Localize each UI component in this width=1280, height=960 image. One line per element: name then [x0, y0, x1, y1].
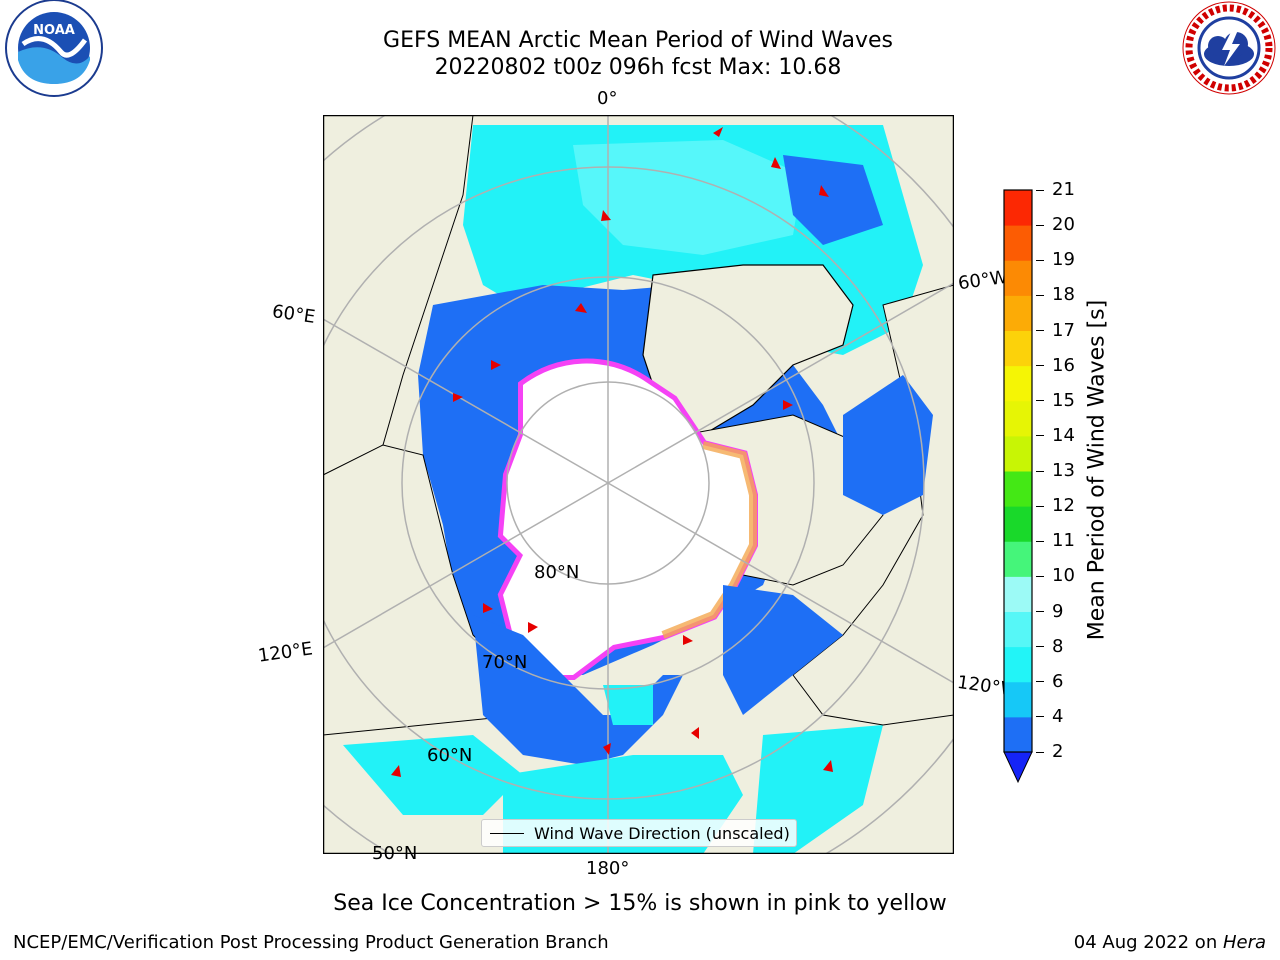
footer-host: Hera: [1222, 932, 1266, 953]
colorbar-tick-mark: [1036, 189, 1044, 191]
lon-label-120e: 120°E: [256, 638, 314, 667]
svg-text:NOAA: NOAA: [33, 23, 75, 38]
colorbar-tick-label: 19: [1052, 249, 1075, 271]
colorbar-tick-label: 2: [1052, 741, 1064, 762]
colorbar-tick-label: 12: [1052, 495, 1075, 517]
colorbar-tick-mark: [1036, 259, 1044, 261]
chart-title: GEFS MEAN Arctic Mean Period of Wind Wav…: [383, 28, 893, 53]
bering-sea-left: [343, 735, 523, 815]
colorbar-bin: [1004, 681, 1032, 718]
colorbar-bin: [1004, 646, 1032, 683]
legend-line-sample: [490, 832, 524, 834]
atlantic-light-area: [573, 140, 803, 255]
colorbar-tick-label: 21: [1052, 179, 1075, 200]
colorbar-bin: [1004, 295, 1032, 331]
colorbar-under-triangle: [1003, 751, 1033, 784]
colorbar-tick-mark: [1036, 646, 1044, 648]
colorbar-tick-mark: [1036, 505, 1044, 507]
nws-logo: [1178, 0, 1280, 100]
colorbar-tick-mark: [1036, 751, 1044, 753]
colorbar-label: Mean Period of Wind Waves [s]: [1084, 299, 1110, 641]
colorbar-tick-mark: [1036, 540, 1044, 542]
map-panel: [177, 52, 1039, 914]
colorbar-bin: [1004, 576, 1032, 612]
colorbar-tick-mark: [1036, 224, 1044, 226]
sea-ice-note: Sea Ice Concentration > 15% is shown in …: [333, 891, 947, 916]
colorbar-tick-mark: [1036, 611, 1044, 612]
lat-label-80: 80°N: [534, 562, 580, 583]
colorbar-bin: [1004, 365, 1032, 402]
colorbar-tick-label: 9: [1052, 600, 1064, 622]
colorbar-bin: [1004, 400, 1032, 437]
noaa-logo: NOAA: [3, 0, 105, 100]
colorbar-bin: [1004, 225, 1032, 261]
colorbar-tick-label: 18: [1052, 284, 1075, 306]
footer-branch: NCEP/EMC/Verification Post Processing Pr…: [13, 932, 609, 953]
colorbar-bin: [1004, 506, 1032, 542]
sea-ice-interior: [503, 363, 753, 675]
colorbar-tick-mark: [1036, 330, 1044, 331]
colorbar-tick-mark: [1036, 470, 1044, 472]
colorbar: [1000, 186, 1040, 786]
colorbar-tick-mark: [1036, 400, 1044, 402]
atlantic-deep-area: [783, 155, 883, 245]
beaufort-sea: [723, 585, 843, 715]
colorbar-bin: [1004, 260, 1032, 296]
colorbar-tick-label: 11: [1052, 530, 1075, 552]
baffin-bay: [843, 375, 933, 515]
lat-label-60: 60°N: [427, 745, 473, 766]
colorbar-tick-mark: [1036, 575, 1044, 577]
colorbar-tick-label: 13: [1052, 460, 1075, 481]
bering-strait-water: [603, 685, 653, 725]
lat-label-70: 70°N: [482, 652, 528, 673]
colorbar-tick-label: 17: [1052, 319, 1075, 341]
footer-date: 04 Aug 2022 on Hera: [1074, 932, 1266, 953]
colorbar-bin: [1004, 611, 1032, 648]
lon-label-180: 180°: [586, 858, 630, 879]
lon-label-60e: 60°E: [270, 301, 317, 328]
colorbar-bin: [1004, 716, 1032, 753]
colorbar-bin: [1004, 190, 1032, 226]
colorbar-tick-mark: [1036, 681, 1044, 683]
colorbar-tick-label: 15: [1052, 389, 1075, 411]
colorbar-tick-mark: [1036, 294, 1044, 296]
colorbar-bin: [1004, 330, 1032, 367]
footer-date-text: 04 Aug 2022 on: [1073, 932, 1223, 953]
colorbar-tick-mark: [1036, 716, 1044, 718]
lon-label-0: 0°: [597, 88, 618, 109]
colorbar-tick-mark: [1036, 365, 1044, 367]
colorbar-bin: [1004, 471, 1032, 507]
colorbar-graphic: [1003, 189, 1033, 784]
polar-map: [177, 52, 1039, 914]
colorbar-frame: [1003, 189, 1033, 753]
map-legend: Wind Wave Direction (unscaled): [481, 819, 797, 847]
colorbar-tick-label: 14: [1052, 424, 1075, 446]
east-siberian-sea: [473, 615, 683, 765]
colorbar-tick-label: 20: [1052, 214, 1075, 236]
map-frame: [322, 114, 955, 855]
colorbar-tick-label: 4: [1052, 705, 1064, 727]
legend-label: Wind Wave Direction (unscaled): [534, 823, 790, 843]
chart-subtitle: 20220802 t00z 096h fcst Max: 10.68: [434, 55, 842, 80]
colorbar-bin: [1004, 435, 1032, 472]
colorbar-bin: [1004, 541, 1032, 577]
colorbar-tick-label: 8: [1052, 635, 1064, 657]
wind-arrows: [391, 127, 833, 777]
colorbar-tick-label: 6: [1052, 670, 1064, 692]
colorbar-tick-label: 16: [1052, 354, 1075, 376]
colorbar-tick-mark: [1036, 435, 1044, 437]
lat-label-50: 50°N: [372, 843, 418, 864]
colorbar-tick-label: 10: [1052, 565, 1075, 587]
